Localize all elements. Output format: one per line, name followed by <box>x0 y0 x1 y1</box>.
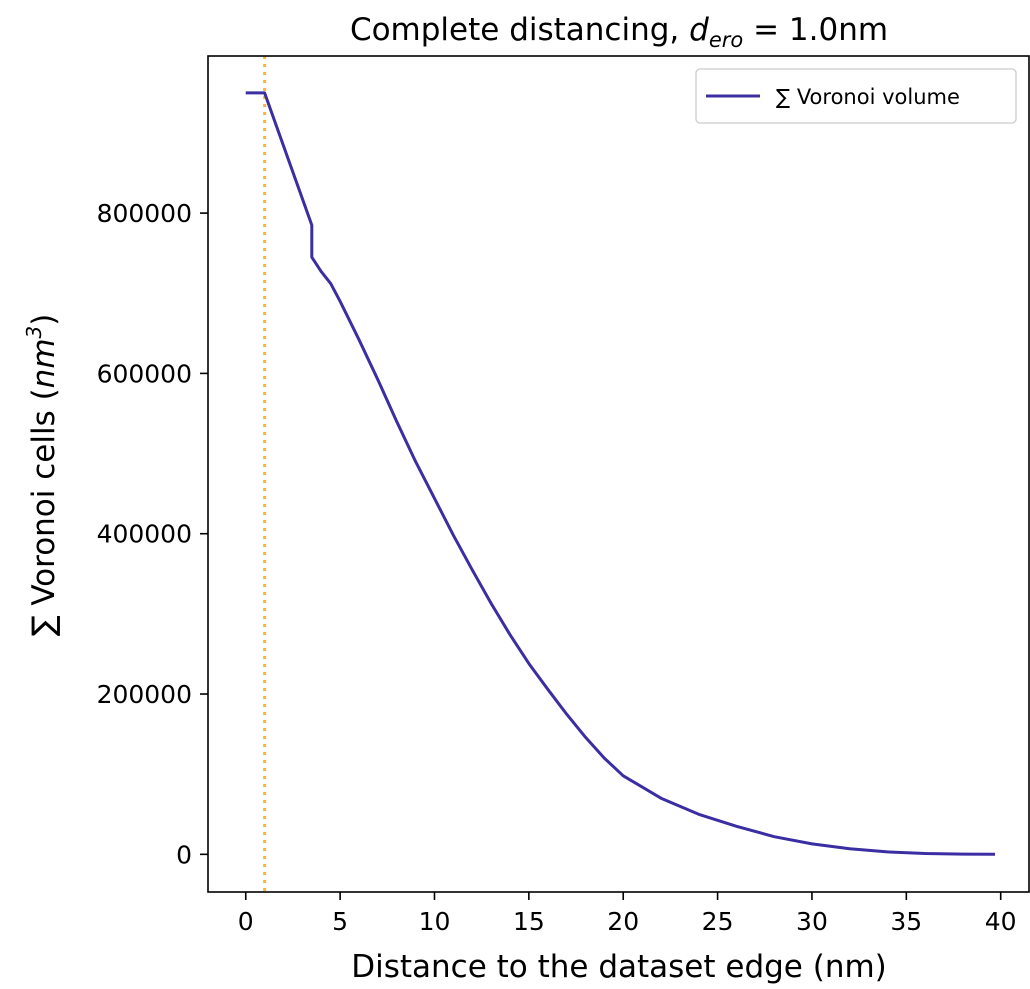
x-axis-title: Distance to the dataset edge (nm) <box>351 949 887 985</box>
y-tick-label: 600000 <box>97 359 192 388</box>
chart-title-suffix: = 1.0nm <box>743 12 888 48</box>
y-tick-label: 400000 <box>97 520 192 549</box>
y-axis-title-unit: nm <box>26 338 62 388</box>
legend-label: ∑ Voronoi volume <box>776 85 960 109</box>
x-tick-label: 10 <box>419 907 451 936</box>
x-tick-label: 5 <box>332 907 348 936</box>
y-tick-label: 800000 <box>97 199 192 228</box>
y-tick-label: 200000 <box>97 680 192 709</box>
y-axis: 0 200000 400000 600000 800000 <box>97 199 208 869</box>
x-tick-label: 40 <box>985 907 1017 936</box>
x-tick-label: 25 <box>702 907 734 936</box>
chart-title-sub: ero <box>709 28 743 52</box>
y-axis-title-prefix: ∑ Voronoi cells ( <box>26 388 62 636</box>
x-tick-label: 30 <box>796 907 828 936</box>
y-axis-title-sup: 3 <box>22 326 46 339</box>
y-tick-label: 0 <box>176 840 192 869</box>
x-tick-label: 35 <box>890 907 922 936</box>
x-axis: 0 5 10 15 20 25 30 35 40 <box>238 892 1017 936</box>
legend: ∑ Voronoi volume <box>695 68 1017 124</box>
y-axis-title-suffix: ) <box>26 314 62 326</box>
plot-frame <box>207 55 1030 893</box>
chart-title-var: d <box>689 12 709 48</box>
legend-box <box>695 68 1017 124</box>
chart-title: Complete distancing, dero = 1.0nm <box>350 12 888 52</box>
x-tick-label: 15 <box>513 907 545 936</box>
chart-title-prefix: Complete distancing, <box>350 12 689 48</box>
plot-area <box>245 56 996 892</box>
series-line-0 <box>245 91 996 856</box>
y-axis-title: ∑ Voronoi cells (nm3) <box>22 314 62 637</box>
x-tick-label: 0 <box>238 907 254 936</box>
x-tick-label: 20 <box>607 907 639 936</box>
